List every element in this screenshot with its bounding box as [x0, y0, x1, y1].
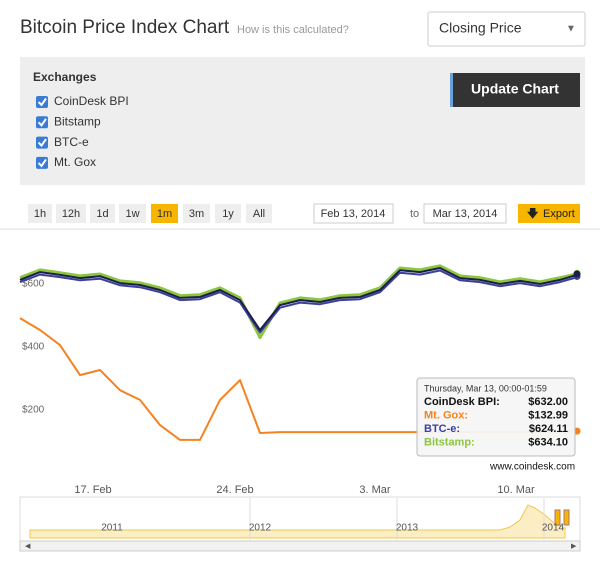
exchange-label: BTC-e	[54, 135, 89, 149]
from-date: Feb 13, 2014	[321, 208, 386, 220]
exchanges-heading: Exchanges	[33, 70, 97, 84]
tooltip-value: $132.99	[528, 409, 568, 421]
y-tick-label: $200	[22, 405, 45, 416]
scroll-right[interactable]: ▶	[571, 543, 577, 550]
scroll-left[interactable]: ◀	[25, 543, 31, 550]
range-label: 3m	[189, 208, 204, 220]
x-tick-label: 17. Feb	[74, 484, 111, 496]
range-button[interactable]	[119, 204, 146, 223]
tooltip-date: Thursday, Mar 13, 00:00-01:59	[424, 383, 547, 393]
to-date: Mar 13, 2014	[433, 208, 498, 220]
range-label: 12h	[62, 208, 80, 220]
update-label: Update Chart	[471, 81, 559, 97]
range-button[interactable]	[56, 204, 86, 223]
tooltip-label: Bitstamp:	[424, 436, 475, 448]
range-button[interactable]	[28, 204, 52, 223]
checkmark	[37, 158, 47, 168]
tooltip-label: BTC-e:	[424, 423, 460, 435]
checkbox[interactable]	[36, 156, 48, 169]
navigator-label: 2014	[542, 523, 565, 534]
navigator-label: 2013	[396, 523, 419, 534]
navigator-label: 2012	[249, 523, 272, 534]
checkmark	[37, 97, 47, 107]
navigator-area	[29, 504, 566, 539]
range-label: 1h	[34, 208, 46, 220]
range-label: 1w	[125, 208, 139, 220]
series-line	[19, 264, 581, 340]
tooltip-value: $624.11	[529, 423, 568, 435]
calc-link[interactable]: How is this calculated?	[237, 24, 349, 36]
x-tick-label: 3. Mar	[359, 484, 391, 496]
y-tick-label: $400	[22, 342, 45, 353]
range-button[interactable]	[215, 204, 241, 223]
tooltip-value: $634.10	[528, 436, 568, 448]
nav-handle[interactable]	[563, 509, 570, 526]
update-button[interactable]	[450, 73, 580, 107]
range-button[interactable]	[183, 204, 210, 223]
range-label: All	[253, 208, 265, 220]
x-tick-label: 24. Feb	[216, 484, 253, 496]
from-input[interactable]	[313, 203, 394, 224]
checkmark	[37, 118, 47, 127]
export-label: Export	[543, 208, 575, 220]
tooltip-label: Mt. Gox:	[424, 409, 468, 421]
credit: www.coindesk.com	[489, 462, 575, 473]
series-line	[19, 267, 581, 331]
series-line	[19, 269, 581, 334]
select-value: Closing Price	[439, 20, 522, 36]
select-box[interactable]	[427, 11, 586, 47]
x-tick-label: 10. Mar	[497, 484, 535, 496]
tooltip-value: $632.00	[528, 396, 568, 408]
navigator-label: 2011	[101, 523, 123, 534]
export-arrow: 🡇	[527, 207, 539, 220]
exchange-label: CoinDesk BPI	[54, 94, 129, 108]
checkbox[interactable]	[36, 116, 48, 129]
checkbox[interactable]	[36, 136, 48, 149]
range-label: 1y	[222, 208, 234, 220]
tooltip	[416, 377, 576, 457]
select-arrow: ▼	[566, 24, 576, 35]
scrollbar[interactable]	[19, 540, 581, 552]
export-button[interactable]	[518, 204, 580, 223]
exchange-label: Bitstamp	[54, 114, 101, 128]
range-button[interactable]	[90, 204, 115, 223]
range-button[interactable]	[246, 204, 272, 223]
button-accent	[450, 73, 453, 107]
title: Bitcoin Price Index Chart	[20, 17, 230, 38]
y-tick-label: $600	[22, 279, 45, 290]
tooltip-label: CoinDesk BPI:	[424, 396, 500, 408]
range-label: 1d	[96, 208, 108, 220]
to-label: to	[410, 208, 419, 220]
exchange-label: Mt. Gox	[54, 155, 96, 169]
range-label: 1m	[157, 208, 172, 220]
checkbox[interactable]	[36, 96, 48, 108]
to-input[interactable]	[423, 203, 507, 224]
end-marker	[573, 270, 581, 278]
checkmark	[37, 138, 47, 148]
range-button[interactable]	[151, 204, 178, 223]
nav-handle[interactable]	[554, 509, 561, 526]
